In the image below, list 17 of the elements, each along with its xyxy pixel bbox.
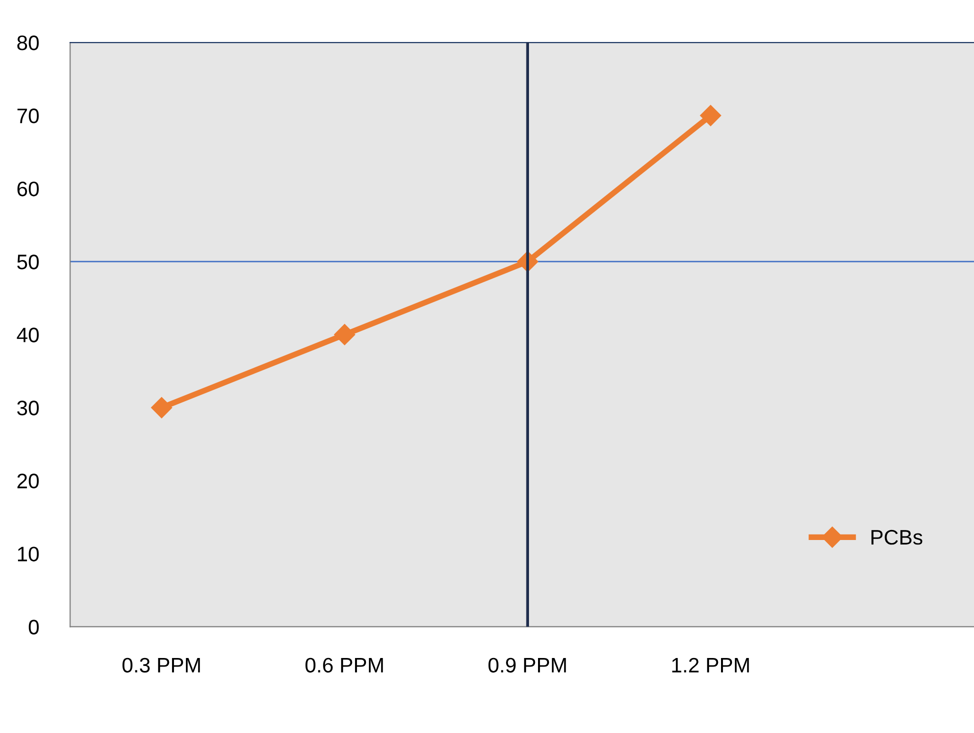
point [334, 324, 356, 346]
point [151, 397, 172, 418]
x-tick-label: 0.3 PPM [122, 658, 200, 673]
legend-label: PCBs [872, 530, 922, 545]
y-tick-label: 0 [28, 620, 39, 634]
y-tick-label: 20 [17, 474, 39, 488]
y-tick-label: 40 [16, 328, 39, 342]
y-tick-label: 60 [17, 182, 39, 196]
x-tick-label: 0.9 PPM [488, 658, 566, 673]
x-tick-label: 0.6 PPM [305, 658, 383, 673]
y-tick-label: 30 [17, 400, 39, 416]
y-tick-label: 10 [18, 546, 39, 562]
y-tick-label: 50 [17, 254, 39, 270]
y-tick-label: 70 [17, 108, 39, 124]
x-tick-label: 1.2 PPM [672, 658, 749, 672]
y-tick-label: 80 [17, 36, 39, 50]
point [700, 105, 722, 126]
